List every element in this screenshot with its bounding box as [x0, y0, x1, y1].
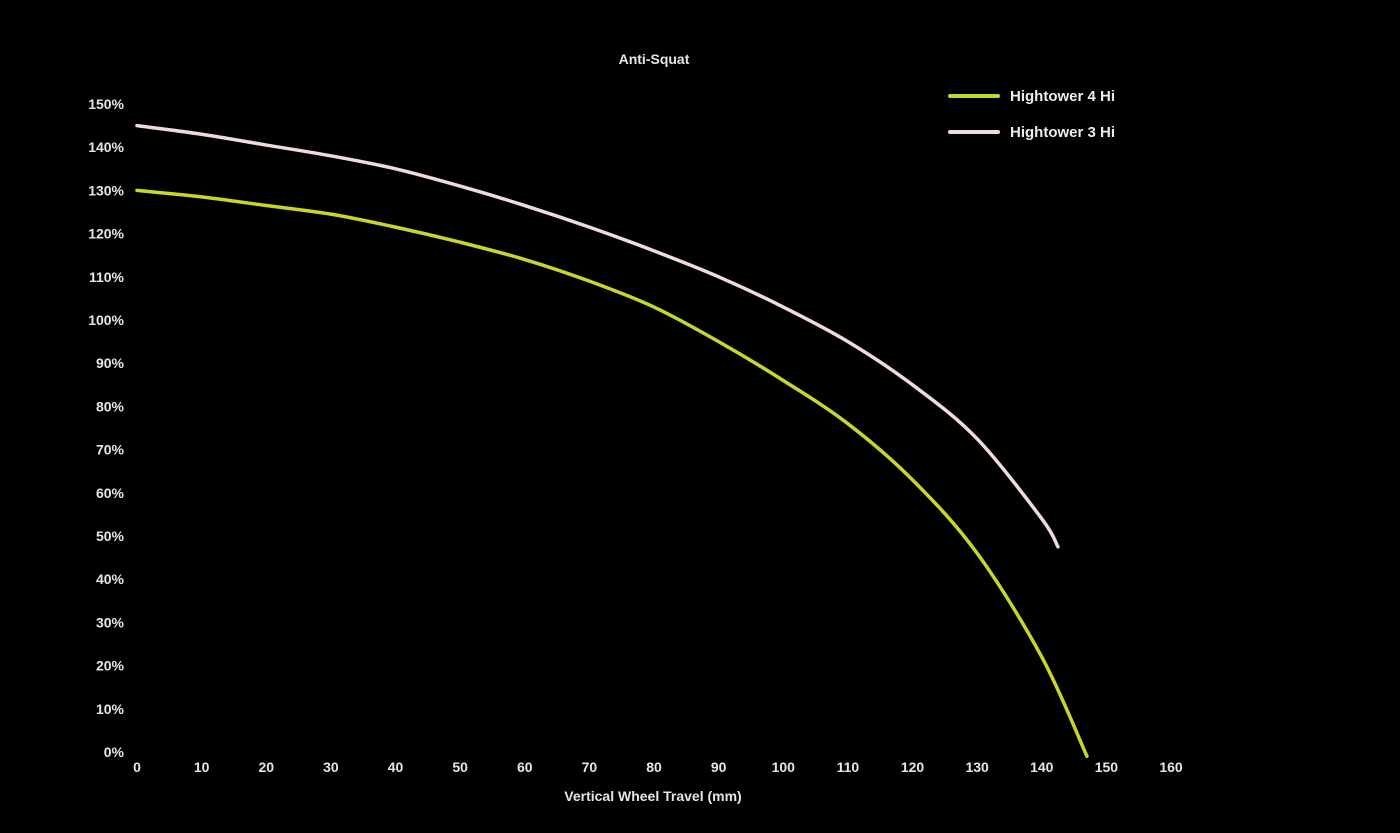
- x-tick-label: 70: [582, 759, 598, 775]
- x-axis-label: Vertical Wheel Travel (mm): [564, 788, 741, 804]
- x-tick-label: 60: [517, 759, 533, 775]
- y-tick-label: 70%: [96, 442, 125, 458]
- y-tick-label: 120%: [88, 226, 124, 242]
- legend-label: Hightower 3 Hi: [1010, 124, 1115, 141]
- series-line-2: [135, 123, 1060, 549]
- y-tick-label: 110%: [89, 269, 125, 285]
- x-tick-label: 120: [901, 759, 925, 775]
- y-tick-label: 140%: [88, 139, 124, 155]
- y-tick-label: 90%: [96, 355, 125, 371]
- x-tick-label: 160: [1159, 759, 1183, 775]
- series-line-1: [135, 188, 1089, 759]
- y-tick-label: 0%: [104, 744, 125, 760]
- x-tick-label: 80: [646, 759, 662, 775]
- y-tick-label: 10%: [96, 701, 125, 717]
- legend-label: Hightower 4 Hi: [1010, 88, 1115, 105]
- x-tick-label: 100: [772, 759, 796, 775]
- y-tick-label: 60%: [96, 485, 125, 501]
- series-lines: [135, 123, 1089, 759]
- x-tick-label: 110: [837, 759, 860, 775]
- x-tick-label: 150: [1095, 759, 1119, 775]
- chart-title: Anti-Squat: [619, 51, 690, 67]
- x-tick-label: 30: [323, 759, 339, 775]
- x-tick-label: 140: [1030, 759, 1054, 775]
- legend-item-1: Hightower 4 Hi: [948, 88, 1115, 105]
- y-tick-label: 30%: [96, 614, 125, 630]
- y-tick-label: 80%: [96, 398, 125, 414]
- x-tick-label: 10: [194, 759, 210, 775]
- y-tick-label: 50%: [96, 528, 125, 544]
- legend-item-2: Hightower 3 Hi: [948, 124, 1115, 141]
- y-tick-label: 100%: [88, 312, 124, 328]
- y-axis-ticks: 0% 10% 20% 30% 40% 50% 60% 70% 80% 90% 100% 110% 120…: [88, 96, 124, 760]
- x-tick-label: 40: [388, 759, 404, 775]
- y-tick-label: 150%: [88, 96, 124, 112]
- y-tick-label: 130%: [88, 182, 124, 198]
- x-tick-label: 130: [965, 759, 989, 775]
- x-tick-label: 90: [711, 759, 727, 775]
- y-tick-label: 20%: [96, 658, 125, 674]
- x-tick-label: 20: [258, 759, 274, 775]
- y-tick-label: 40%: [96, 571, 125, 587]
- x-axis-ticks: 0 10 20 30 40 50 60 70 80 90 100 110 120 130 140 150 160: [133, 759, 1183, 775]
- x-tick-label: 50: [452, 759, 468, 775]
- x-tick-label: 0: [133, 759, 141, 775]
- legend: Hightower 4 Hi Hightower 3 Hi: [948, 88, 1115, 141]
